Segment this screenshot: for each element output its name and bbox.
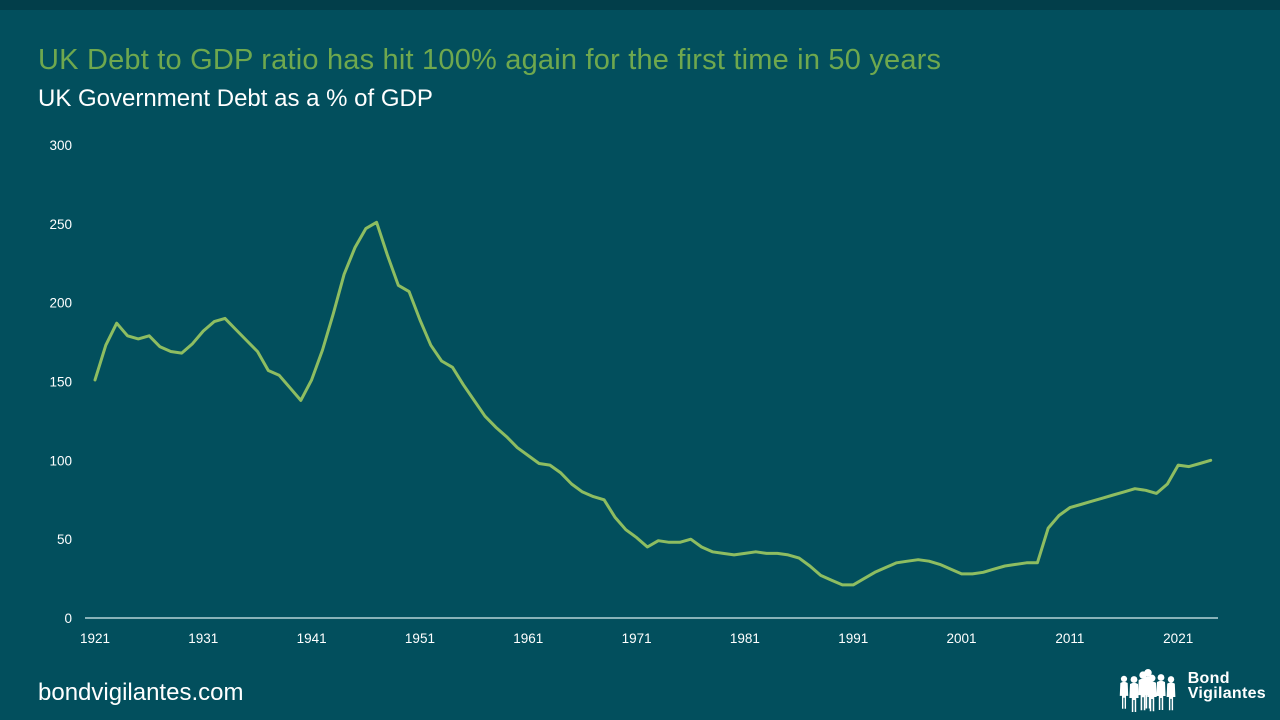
- x-tick-label: 1931: [188, 631, 218, 646]
- y-tick-label: 300: [49, 138, 72, 153]
- logo-word-bond: Bond: [1187, 670, 1230, 687]
- y-tick-label: 0: [64, 611, 72, 626]
- people-silhouettes-icon: [1119, 669, 1176, 712]
- footer-url: bondvigilantes.com: [38, 679, 244, 706]
- x-tick-label: 1941: [297, 631, 327, 646]
- chart-title: UK Government Debt as a % of GDP: [38, 85, 433, 112]
- logo-word-vigilantes: Vigilantes: [1187, 685, 1266, 702]
- bondvigilantes-logo: Bond Vigilantes: [1117, 658, 1266, 714]
- x-tick-label: 2001: [947, 631, 977, 646]
- x-tick-label: 1921: [80, 631, 110, 646]
- logo-wordmark: Bond Vigilantes: [1187, 670, 1266, 702]
- y-tick-label: 150: [49, 375, 72, 390]
- x-tick-label: 1981: [730, 631, 760, 646]
- y-tick-label: 200: [49, 296, 72, 311]
- x-tick-label: 2021: [1163, 631, 1193, 646]
- debt-series-line: [93, 220, 1213, 587]
- y-tick-label: 50: [57, 532, 72, 547]
- y-tick-label: 100: [49, 453, 72, 468]
- x-tick-label: 1951: [405, 631, 435, 646]
- top-accent-bar: [0, 0, 1280, 10]
- x-tick-label: 1971: [622, 631, 652, 646]
- slide-title: UK Debt to GDP ratio has hit 100% again …: [38, 44, 942, 76]
- x-tick-label: 1961: [513, 631, 543, 646]
- x-tick-label: 2011: [1055, 631, 1084, 646]
- x-tick-label: 1991: [838, 631, 868, 646]
- y-tick-label: 250: [49, 217, 72, 232]
